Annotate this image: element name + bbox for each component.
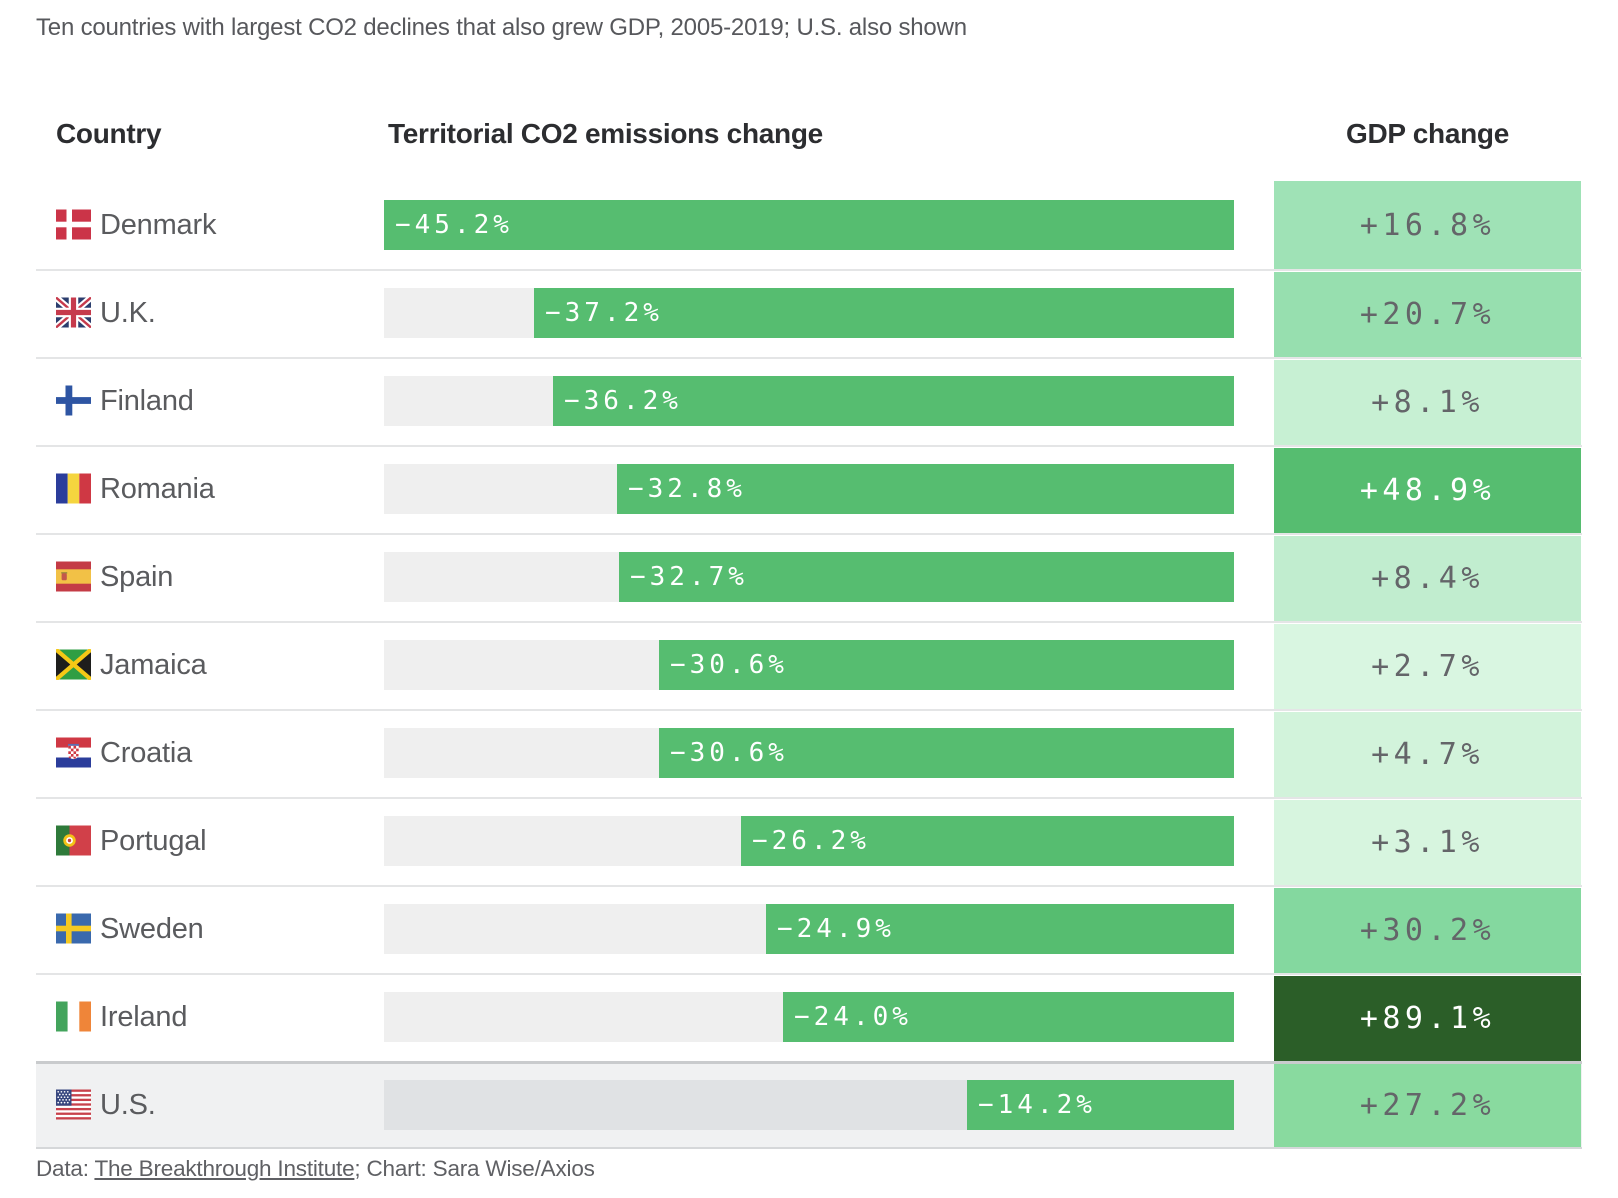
- co2-bar: −14.2%: [967, 1080, 1234, 1130]
- footer-data-prefix: Data:: [36, 1156, 95, 1181]
- co2-bar-track: −26.2%: [384, 816, 1234, 866]
- flag-croatia-icon: [56, 737, 91, 768]
- co2-bar-value: −30.6%: [670, 738, 788, 768]
- table-row: Sweden −24.9% +30.2%: [36, 885, 1582, 973]
- table-row: Spain −32.7% +8.4%: [36, 533, 1582, 621]
- co2-bar-track: −36.2%: [384, 376, 1234, 426]
- country-label: U.S.: [100, 1088, 156, 1121]
- row-separator: [36, 1061, 1582, 1064]
- table-row: Romania −32.8% +48.9%: [36, 445, 1582, 533]
- co2-bar-track: −30.6%: [384, 728, 1234, 778]
- row-separator: [36, 885, 1582, 887]
- flag-us-icon: [56, 1089, 91, 1120]
- co2-bar: −30.6%: [659, 728, 1234, 778]
- gdp-change-cell: +8.4%: [1274, 536, 1581, 621]
- country-label: U.K.: [100, 296, 156, 329]
- row-separator: [36, 709, 1582, 711]
- co2-bar-track: −14.2%: [384, 1080, 1234, 1130]
- column-header-co2-change: Territorial CO2 emissions change: [388, 118, 823, 149]
- gdp-change-cell: +20.7%: [1274, 272, 1581, 357]
- table-row: Finland −36.2% +8.1%: [36, 357, 1582, 445]
- co2-bar-value: −30.6%: [670, 650, 788, 680]
- country-label: Portugal: [100, 824, 207, 857]
- co2-bar-value: −26.2%: [752, 826, 870, 856]
- country-label: Jamaica: [100, 648, 207, 681]
- row-separator: [36, 357, 1582, 359]
- co2-bar: −32.8%: [617, 464, 1234, 514]
- column-header-gdp-change: GDP change: [1346, 118, 1509, 149]
- table-row: U.K. −37.2% +20.7%: [36, 269, 1582, 357]
- co2-bar-value: −37.2%: [545, 298, 663, 328]
- flag-sweden-icon: [56, 913, 91, 944]
- country-label: Spain: [100, 560, 174, 593]
- flag-finland-icon: [56, 385, 91, 416]
- row-separator: [36, 445, 1582, 447]
- footer-credit: Data: The Breakthrough Institute; Chart:…: [36, 1156, 595, 1182]
- co2-bar-value: −45.2%: [395, 210, 513, 240]
- flag-denmark-icon: [56, 209, 91, 240]
- flag-uk-icon: [56, 297, 91, 328]
- co2-bar: −26.2%: [741, 816, 1234, 866]
- gdp-change-cell: +89.1%: [1274, 976, 1581, 1061]
- gdp-change-cell: +30.2%: [1274, 888, 1581, 973]
- footer-chart-credit: ; Chart: Sara Wise/Axios: [354, 1156, 595, 1181]
- co2-bar-value: −32.8%: [628, 474, 746, 504]
- co2-bar-track: −45.2%: [384, 200, 1234, 250]
- co2-bar: −45.2%: [384, 200, 1234, 250]
- co2-bar: −37.2%: [534, 288, 1234, 338]
- flag-spain-icon: [56, 561, 91, 592]
- table-row: Jamaica −30.6% +2.7%: [36, 621, 1582, 709]
- co2-bar-track: −37.2%: [384, 288, 1234, 338]
- row-separator: [36, 533, 1582, 535]
- gdp-change-cell: +3.1%: [1274, 800, 1581, 885]
- country-label: Sweden: [100, 912, 204, 945]
- co2-bar-value: −32.7%: [630, 562, 748, 592]
- row-separator: [36, 797, 1582, 799]
- co2-bar: −30.6%: [659, 640, 1234, 690]
- chart-title: Ten countries with largest CO2 declines …: [36, 14, 967, 41]
- co2-bar: −32.7%: [619, 552, 1234, 602]
- row-separator: [36, 621, 1582, 623]
- flag-jamaica-icon: [56, 649, 91, 680]
- flag-portugal-icon: [56, 825, 91, 856]
- gdp-change-cell: +2.7%: [1274, 624, 1581, 709]
- co2-bar-value: −14.2%: [978, 1090, 1096, 1120]
- co2-bar-track: −24.0%: [384, 992, 1234, 1042]
- co2-bar-value: −36.2%: [564, 386, 682, 416]
- country-label: Croatia: [100, 736, 193, 769]
- row-separator: [36, 973, 1582, 975]
- flag-romania-icon: [56, 473, 91, 504]
- co2-bar-track: −32.7%: [384, 552, 1234, 602]
- co2-bar-value: −24.0%: [794, 1002, 912, 1032]
- gdp-change-cell: +48.9%: [1274, 448, 1581, 533]
- country-label: Ireland: [100, 1000, 188, 1033]
- row-separator: [36, 1147, 1582, 1149]
- flag-ireland-icon: [56, 1001, 91, 1032]
- co2-bar-value: −24.9%: [777, 914, 895, 944]
- country-label: Finland: [100, 384, 194, 417]
- table-row: Denmark −45.2% +16.8%: [36, 181, 1582, 269]
- table-row: Portugal −26.2% +3.1%: [36, 797, 1582, 885]
- gdp-change-cell: +4.7%: [1274, 712, 1581, 797]
- table-body: Denmark −45.2% +16.8% U.K. −37.2% +20.7% Finla…: [36, 181, 1582, 1151]
- table-row: Croatia −30.6% +4.7%: [36, 709, 1582, 797]
- co2-bar-track: −32.8%: [384, 464, 1234, 514]
- co2-bar: −24.9%: [766, 904, 1234, 954]
- gdp-change-cell: +27.2%: [1274, 1064, 1581, 1147]
- co2-bar-track: −30.6%: [384, 640, 1234, 690]
- country-label: Romania: [100, 472, 215, 505]
- country-label: Denmark: [100, 208, 217, 241]
- table-row: Ireland −24.0% +89.1%: [36, 973, 1582, 1061]
- footer-source-link[interactable]: The Breakthrough Institute: [94, 1156, 355, 1181]
- gdp-change-cell: +16.8%: [1274, 181, 1581, 269]
- co2-bar: −36.2%: [553, 376, 1234, 426]
- row-separator: [36, 269, 1582, 271]
- column-header-country: Country: [56, 118, 162, 149]
- table-row: U.S. −14.2% +27.2%: [36, 1061, 1582, 1149]
- gdp-change-cell: +8.1%: [1274, 360, 1581, 445]
- co2-bar: −24.0%: [783, 992, 1234, 1042]
- co2-bar-track: −24.9%: [384, 904, 1234, 954]
